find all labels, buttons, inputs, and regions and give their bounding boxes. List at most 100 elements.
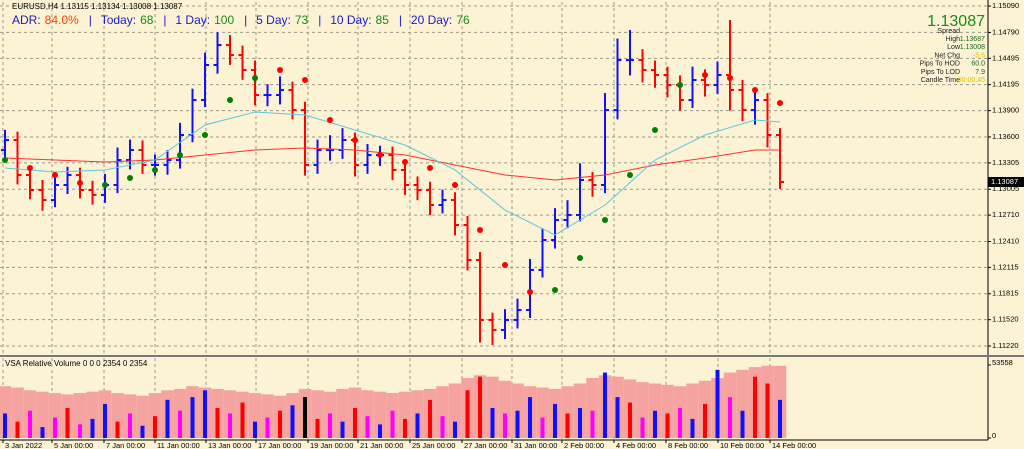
trend-dot [302, 77, 308, 84]
volume-bar [690, 418, 695, 438]
volume-bar [653, 410, 657, 438]
y-tick-label: 1.14495 [992, 53, 1019, 62]
volume-bar [448, 383, 462, 438]
volume-bar [515, 410, 520, 438]
y-tick-label: 1.14195 [992, 80, 1019, 89]
trend-dot [52, 171, 58, 178]
trend-dot [702, 72, 708, 79]
info-label: Pips To HOD [920, 61, 960, 68]
trend-dot [152, 166, 158, 173]
info-value: -5.6 [973, 52, 985, 59]
y-tick-label: 53558 [992, 358, 1013, 367]
volume-bar [353, 408, 357, 438]
adr-value: 84.0% [45, 13, 79, 27]
volume-bar [715, 369, 720, 438]
volume-bar [440, 416, 445, 438]
volume-bar [0, 386, 12, 438]
adr-label: Today: [101, 13, 136, 27]
trend-dot [252, 74, 258, 81]
volume-bar [36, 391, 49, 438]
trend-dot [427, 165, 433, 172]
volume-bar [686, 383, 699, 438]
volume-bar [628, 402, 632, 438]
volume-bar [553, 403, 557, 438]
y-tick-label: 1.13900 [992, 106, 1019, 115]
volume-bar [661, 384, 674, 438]
volume-bar [103, 403, 107, 438]
adr-label: 10 Day: [330, 13, 371, 27]
volume-bar [665, 413, 670, 438]
y-tick-label: 1.12115 [992, 262, 1019, 271]
adr-label: 5 Day: [256, 13, 291, 27]
separator: | [318, 13, 321, 27]
volume-bar [190, 397, 195, 438]
volume-bar [561, 386, 574, 438]
x-tick-label: 31 Jan 00:00 [514, 441, 557, 449]
price-label-box [988, 177, 1024, 188]
trend-dot [652, 127, 658, 134]
info-label: Spread [937, 28, 960, 35]
x-tick-label: 10 Feb 00:00 [720, 441, 764, 449]
x-tick-label: 3 Jan 2022 [5, 441, 42, 449]
info-value: 00:00:45 [958, 77, 985, 84]
volume-bar [736, 369, 749, 438]
volume-bar [78, 424, 82, 438]
volume-bar [403, 418, 407, 438]
adr-label: 1 Day: [175, 13, 210, 27]
volume-bar [490, 408, 495, 438]
trend-dot [27, 165, 33, 172]
trend-dot [477, 226, 483, 233]
volume-bar [428, 399, 432, 438]
x-tick-label: 2 Feb 00:00 [564, 441, 604, 449]
axis-background [988, 0, 1024, 449]
volume-bar [586, 378, 599, 438]
volume-bar [565, 413, 570, 438]
adr-value: 76 [456, 13, 470, 27]
x-tick-label: 8 Feb 00:00 [668, 441, 708, 449]
volume-bar [73, 393, 87, 438]
volume-bar [378, 424, 382, 438]
trend-dot [577, 255, 583, 262]
volume-bar [778, 399, 782, 438]
price-panel [1, 20, 784, 345]
info-label: Low [947, 44, 961, 51]
volume-bar [536, 387, 549, 438]
volume-bar [261, 394, 274, 438]
adr-value: 68 [140, 13, 154, 27]
volume-bar [740, 410, 745, 438]
volume-title: VSA Relative Volume 0 0 0 2354 0 2354 [5, 359, 148, 368]
volume-bar [128, 413, 132, 438]
x-tick-label: 19 Jan 00:00 [310, 441, 353, 449]
volume-bar [753, 376, 757, 438]
y-tick-label: 1.11220 [992, 341, 1019, 350]
volume-bar [11, 387, 24, 438]
trend-dot [752, 87, 758, 94]
trend-dot [227, 97, 233, 104]
volume-bar [215, 408, 220, 438]
y-tick-label: 1.13305 [992, 158, 1019, 167]
volume-bar [136, 395, 149, 438]
y-tick-label: 1.12410 [992, 236, 1019, 245]
info-label: High [946, 36, 961, 43]
y-tick-label: 1.14790 [992, 27, 1019, 36]
volume-bar [540, 417, 545, 438]
volume-bar [498, 380, 512, 438]
trend-dot [777, 100, 783, 107]
symbol-line: EURUSD,H4 1.13115 1.13134 1.13008 1.1308… [12, 2, 183, 11]
volume-bar [603, 372, 607, 438]
volume-bar [278, 410, 282, 438]
trend-dot [527, 289, 533, 296]
info-label: Net Chg [934, 52, 960, 59]
x-tick-label: 25 Jan 00:00 [412, 441, 455, 449]
volume-bar [328, 413, 332, 438]
volume-bar [240, 402, 245, 438]
x-tick-label: 27 Jan 00:00 [464, 441, 507, 449]
volume-bar [53, 417, 57, 438]
trend-dot [502, 261, 508, 268]
price-label: 1.13087 [991, 177, 1018, 186]
volume-bar [703, 403, 707, 438]
volume-bar [390, 410, 395, 438]
